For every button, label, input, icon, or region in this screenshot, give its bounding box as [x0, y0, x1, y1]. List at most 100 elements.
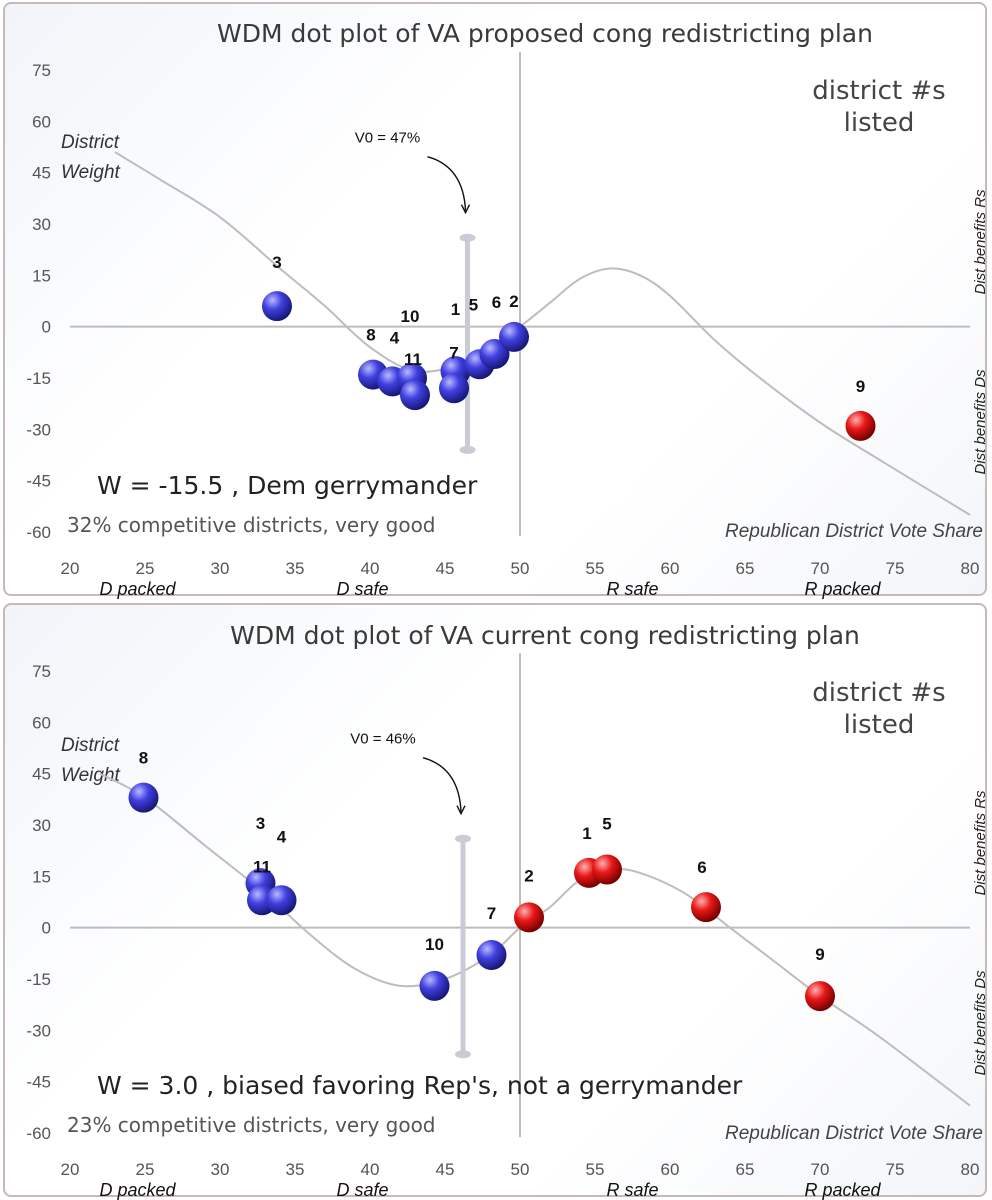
x-tick-label: 25: [136, 1160, 155, 1179]
y-tick-labels: 75 60 45 30 15 0 -15 -30 -45 -60: [26, 662, 51, 1143]
y-axis-label-line-2: Weight: [61, 765, 121, 786]
x-tick-label: 75: [886, 559, 905, 578]
y-tick-label: 75: [32, 662, 51, 681]
zone-labels: D packed D safe R safe R packed: [99, 579, 881, 599]
zone-label: D packed: [99, 579, 176, 599]
zone-label: D safe: [336, 1180, 388, 1200]
y-tick-label: -15: [26, 369, 51, 388]
zone-label: D safe: [336, 579, 388, 599]
x-tick-label: 25: [136, 559, 155, 578]
x-axis-label: Republican District Vote Share: [725, 521, 983, 542]
y-tick-label: -15: [26, 970, 51, 989]
zone-label: R safe: [606, 1180, 658, 1200]
district-point: [592, 854, 622, 885]
chart-title: WDM dot plot of VA proposed cong redistr…: [217, 19, 873, 48]
district-label: 11: [404, 350, 422, 369]
v0-arrowhead: [456, 805, 466, 816]
district-label: 6: [492, 293, 501, 312]
chart-svg-proposed: WDM dot plot of VA proposed cong redistr…: [26, 19, 989, 599]
district-label: 7: [487, 904, 496, 923]
x-tick-label: 40: [361, 1160, 380, 1179]
zone-label: R packed: [804, 579, 881, 599]
x-tick-label: 30: [211, 559, 230, 578]
district-label: 10: [425, 935, 444, 954]
district-label: 5: [469, 295, 478, 314]
x-tick-label: 65: [736, 1160, 755, 1179]
competitive-note: 23% competitive districts, very good: [67, 1113, 436, 1137]
district-label: 10: [401, 307, 420, 326]
x-tick-label: 45: [436, 559, 455, 578]
x-tick-label: 35: [286, 559, 305, 578]
w-score: W = -15.5 , Dem gerrymander: [97, 471, 478, 500]
district-label: 9: [815, 945, 824, 964]
y-tick-label: -45: [26, 1073, 51, 1092]
district-point: [691, 892, 721, 923]
district-point: [419, 970, 450, 1001]
annotation-line-2: listed: [844, 710, 915, 740]
district-point: [128, 782, 159, 813]
chart-title: WDM dot plot of VA current cong redistri…: [230, 621, 860, 650]
v0-bar-cap-bottom: [455, 1050, 471, 1059]
v0-arrowhead: [460, 204, 471, 215]
x-tick-label: 40: [361, 559, 380, 578]
y-tick-label: -30: [26, 1021, 51, 1040]
annotation-line-1: district #s: [812, 76, 945, 106]
v0-label: V0 = 46%: [350, 731, 415, 748]
x-tick-label: 65: [736, 559, 755, 578]
x-tick-label: 30: [211, 1160, 230, 1179]
y-axis-label-line-1: District: [61, 735, 120, 756]
weight-curve: [114, 151, 971, 516]
district-label: 2: [524, 866, 533, 885]
weight-curve: [99, 772, 971, 1107]
chart-svg-current: WDM dot plot of VA current cong redistri…: [26, 621, 989, 1200]
district-label: 2: [509, 292, 518, 311]
district-label: 3: [272, 253, 281, 272]
y-tick-label: 30: [32, 215, 51, 234]
x-tick-labels: 20 25 30 35 40 45 50 55 60 65 70 75 80: [61, 559, 980, 578]
y-tick-label: 15: [32, 867, 51, 886]
competitive-note: 32% competitive districts, very good: [67, 513, 436, 537]
y-tick-label: -45: [26, 472, 51, 491]
district-label: 1: [582, 824, 591, 843]
district-label: 9: [856, 377, 865, 396]
district-label: 7: [449, 343, 458, 362]
district-label: 1: [451, 300, 460, 319]
district-point: [400, 380, 430, 411]
district-label: 11: [253, 857, 271, 876]
district-label: 8: [366, 326, 375, 345]
v0-label: V0 = 47%: [355, 130, 420, 147]
zone-labels: D packed D safe R safe R packed: [99, 1180, 881, 1200]
y-axis-label-line-1: District: [61, 132, 120, 153]
x-tick-label: 55: [586, 559, 605, 578]
y-tick-label: -30: [26, 420, 51, 439]
v0-bar-cap-bottom: [459, 445, 476, 454]
x-tick-labels: 20 25 30 35 40 45 50 55 60 65 70 75 80: [61, 1160, 980, 1179]
x-tick-label: 60: [661, 1160, 680, 1179]
y-tick-label: 0: [42, 318, 51, 337]
y-tick-label: 60: [32, 112, 51, 131]
district-point: [476, 940, 507, 971]
zone-label: D packed: [99, 1180, 176, 1200]
side-label-rs: Dist benefits Rs: [972, 790, 989, 896]
district-point: [262, 291, 292, 322]
district-label: 4: [277, 827, 287, 846]
x-tick-label: 35: [286, 1160, 305, 1179]
district-label: 5: [602, 814, 611, 833]
x-tick-label: 20: [61, 1160, 80, 1179]
x-tick-label: 60: [661, 559, 680, 578]
v0-bar-cap-top: [455, 834, 471, 843]
v0-arrow: [422, 757, 462, 812]
y-tick-label: 60: [32, 713, 51, 732]
x-tick-label: 80: [961, 1160, 980, 1179]
district-point: [439, 373, 469, 404]
y-tick-label: 45: [32, 765, 51, 784]
y-tick-label: -60: [26, 523, 51, 542]
side-label-rs: Dist benefits Rs: [972, 189, 989, 295]
zone-label: R packed: [804, 1180, 881, 1200]
zone-label: R safe: [606, 579, 658, 599]
district-point: [266, 885, 297, 916]
x-tick-label: 75: [886, 1160, 905, 1179]
annotation-line-1: district #s: [812, 678, 945, 708]
y-tick-label: 30: [32, 816, 51, 835]
